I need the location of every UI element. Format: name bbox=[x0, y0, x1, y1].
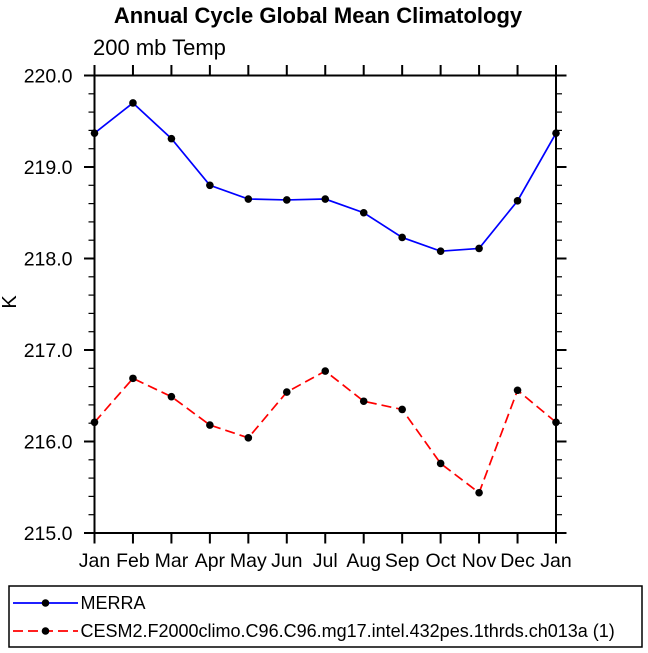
data-point-marker bbox=[398, 233, 406, 242]
data-point-marker bbox=[436, 459, 445, 468]
legend-label-series-1: CESM2.F2000climo.C96.C96.mg17.intel.432p… bbox=[81, 621, 615, 641]
y-axis-tick-label: 215.0 bbox=[24, 523, 73, 545]
data-point-marker bbox=[129, 99, 137, 107]
data-point-marker bbox=[359, 397, 368, 406]
y-axis-tick-label: 217.0 bbox=[24, 340, 73, 362]
legend-marker-icon bbox=[41, 599, 50, 607]
legend-marker-icon bbox=[41, 627, 50, 635]
legend-label-series-0: MERRA bbox=[81, 593, 146, 613]
series-layer bbox=[90, 99, 560, 497]
plot-frame bbox=[93, 74, 557, 534]
data-point-marker bbox=[244, 434, 253, 442]
x-axis-tick-label: Mar bbox=[155, 550, 189, 572]
data-point-marker bbox=[475, 488, 483, 497]
data-point-marker bbox=[90, 418, 99, 427]
x-axis-tick-label: Jan bbox=[540, 550, 571, 572]
legend: MERRA CESM2.F2000climo.C96.C96.mg17.inte… bbox=[8, 585, 643, 648]
data-point-marker bbox=[552, 129, 560, 137]
data-point-marker bbox=[282, 388, 291, 396]
series-line-1 bbox=[93, 370, 557, 495]
data-point-marker bbox=[513, 197, 522, 205]
data-point-marker bbox=[282, 196, 291, 204]
data-point-marker bbox=[513, 386, 522, 395]
chart-title: Annual Cycle Global Mean Climatology bbox=[114, 3, 523, 28]
data-point-marker bbox=[398, 405, 406, 414]
data-point-marker bbox=[167, 134, 176, 143]
series-line-0 bbox=[93, 101, 557, 253]
x-axis-tick-label: Jul bbox=[313, 550, 338, 572]
data-point-marker bbox=[475, 244, 483, 253]
x-axis-tick-label: Apr bbox=[195, 550, 226, 572]
chart-subtitle: 200 mb Temp bbox=[93, 35, 226, 60]
data-point-marker bbox=[206, 181, 214, 190]
x-axis-tick-label: Jun bbox=[271, 550, 302, 572]
x-axis-tick-label: Sep bbox=[385, 550, 420, 572]
data-point-marker bbox=[167, 392, 176, 401]
x-axis-tick-label: Feb bbox=[116, 550, 150, 572]
y-axis-tick-label: 220.0 bbox=[24, 66, 73, 88]
legend-box bbox=[8, 585, 643, 648]
data-point-marker bbox=[129, 374, 137, 383]
data-point-marker bbox=[321, 195, 330, 203]
axes: Jan Feb Mar Apr May Jun Jul Aug Sep Oct Nov Dec Jan2… bbox=[24, 65, 572, 572]
data-point-marker bbox=[244, 195, 253, 203]
x-axis-tick-label: Dec bbox=[500, 550, 535, 572]
data-point-marker bbox=[436, 247, 445, 255]
data-point-marker bbox=[206, 421, 214, 429]
data-point-marker bbox=[90, 129, 99, 137]
x-axis-tick-label: Oct bbox=[425, 550, 456, 572]
y-axis-title: K bbox=[0, 295, 21, 309]
y-axis-tick-label: 218.0 bbox=[24, 249, 73, 271]
data-point-marker bbox=[359, 208, 368, 217]
x-axis-tick-label: Aug bbox=[346, 550, 381, 572]
data-point-marker bbox=[552, 418, 560, 427]
data-point-marker bbox=[321, 367, 330, 375]
y-axis-tick-label: 216.0 bbox=[24, 432, 73, 454]
x-axis-tick-label: May bbox=[230, 550, 267, 572]
x-axis-tick-label: Nov bbox=[462, 550, 497, 572]
x-axis-tick-label: Jan bbox=[79, 550, 110, 572]
y-axis-tick-label: 219.0 bbox=[24, 157, 73, 179]
